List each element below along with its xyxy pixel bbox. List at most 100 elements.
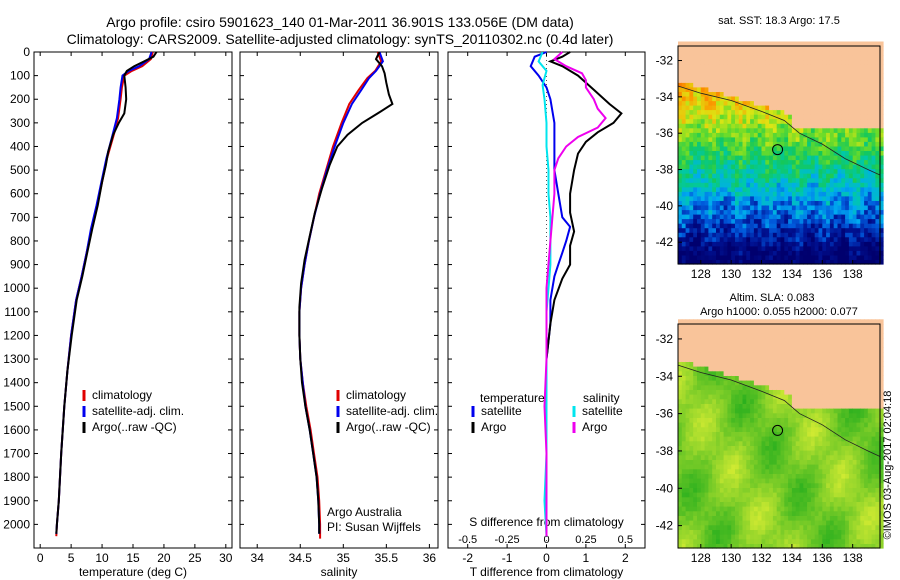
map-cell bbox=[757, 538, 763, 544]
map-cell bbox=[864, 214, 869, 220]
map-cell bbox=[826, 370, 831, 376]
map-cell bbox=[693, 68, 698, 74]
map-cell bbox=[689, 454, 694, 460]
map-x-tick-label: 132 bbox=[752, 267, 772, 281]
map-cell bbox=[742, 50, 747, 56]
map-cell bbox=[822, 114, 827, 120]
map-cell bbox=[681, 440, 687, 446]
map-cell bbox=[791, 91, 797, 97]
map-cell bbox=[735, 352, 740, 358]
map-cell bbox=[833, 159, 839, 165]
map-cell bbox=[719, 496, 725, 502]
map-cell bbox=[761, 46, 766, 52]
map-cell bbox=[837, 245, 842, 251]
map-cell bbox=[814, 109, 820, 115]
map-cell bbox=[697, 145, 702, 151]
map-cell bbox=[719, 319, 725, 325]
map-cell bbox=[697, 114, 702, 120]
map-cell bbox=[685, 186, 690, 192]
map-cell bbox=[735, 118, 740, 124]
map-cell bbox=[814, 324, 820, 330]
map-cell bbox=[814, 361, 820, 367]
map-cell bbox=[860, 168, 865, 174]
map-cell bbox=[708, 347, 713, 353]
map-cell bbox=[791, 515, 797, 521]
map-cell bbox=[772, 464, 778, 470]
map-cell bbox=[791, 375, 797, 381]
map-cell bbox=[803, 412, 808, 418]
map-cell bbox=[772, 366, 778, 372]
map-cell bbox=[697, 370, 702, 376]
map-cell bbox=[856, 114, 861, 120]
map-cell bbox=[678, 375, 683, 381]
map-cell bbox=[784, 195, 789, 201]
map-cell bbox=[864, 41, 869, 47]
map-cell bbox=[799, 324, 804, 330]
map-cell bbox=[829, 227, 835, 233]
map-cell bbox=[697, 412, 702, 418]
map-cell bbox=[791, 96, 797, 102]
map-cell bbox=[810, 96, 816, 102]
map-cell bbox=[776, 370, 782, 376]
map-cell bbox=[712, 159, 717, 165]
map-cell bbox=[708, 534, 713, 540]
map-cell bbox=[795, 55, 801, 61]
map-cell bbox=[784, 250, 789, 256]
map-cell bbox=[723, 254, 728, 260]
map-cell bbox=[750, 254, 755, 260]
map-cell bbox=[719, 440, 725, 446]
map-cell bbox=[875, 209, 880, 215]
map-cell bbox=[708, 412, 713, 418]
map-cell bbox=[867, 223, 873, 229]
map-cell bbox=[700, 123, 706, 129]
map-cell bbox=[833, 445, 839, 451]
map-cell bbox=[822, 168, 827, 174]
map-cell bbox=[750, 232, 755, 238]
map-cell bbox=[803, 155, 808, 161]
map-cell bbox=[742, 68, 747, 74]
map-cell bbox=[769, 182, 774, 188]
map-cell bbox=[784, 123, 789, 129]
map-cell bbox=[852, 173, 858, 179]
map-cell bbox=[765, 347, 770, 353]
map-cell bbox=[742, 324, 747, 330]
map-cell bbox=[761, 159, 766, 165]
map-cell bbox=[712, 227, 717, 233]
map-cell bbox=[833, 218, 839, 224]
map-cell bbox=[875, 177, 880, 183]
map-cell bbox=[837, 482, 842, 488]
map-cell bbox=[750, 464, 755, 470]
map-cell bbox=[716, 538, 721, 544]
map-cell bbox=[681, 164, 687, 170]
map-cell bbox=[753, 245, 759, 251]
map-cell bbox=[814, 195, 820, 201]
map-cell bbox=[772, 417, 778, 423]
map-cell bbox=[689, 324, 694, 330]
map-cell bbox=[678, 422, 683, 428]
map-cell bbox=[704, 361, 709, 367]
map-cell bbox=[772, 529, 778, 535]
map-cell bbox=[822, 250, 827, 256]
map-cell bbox=[829, 118, 835, 124]
map-cell bbox=[765, 159, 770, 165]
map-cell bbox=[852, 164, 858, 170]
map-cell bbox=[803, 191, 808, 197]
map-cell bbox=[807, 205, 812, 211]
map-cell bbox=[814, 105, 820, 111]
map-cell bbox=[795, 501, 801, 507]
map-cell bbox=[693, 105, 698, 111]
map-cell bbox=[708, 145, 713, 151]
map-cell bbox=[731, 487, 736, 493]
map-cell bbox=[765, 86, 770, 92]
map-cell bbox=[841, 173, 846, 179]
map-cell bbox=[678, 82, 683, 88]
map-cell bbox=[712, 328, 717, 334]
map-cell bbox=[757, 394, 763, 400]
map-cell bbox=[845, 73, 850, 79]
map-cell bbox=[818, 487, 823, 493]
map-cell bbox=[852, 46, 858, 52]
map-cell bbox=[697, 380, 702, 386]
map-cell bbox=[727, 408, 732, 414]
map-cell bbox=[704, 431, 709, 437]
map-cell bbox=[864, 127, 869, 133]
